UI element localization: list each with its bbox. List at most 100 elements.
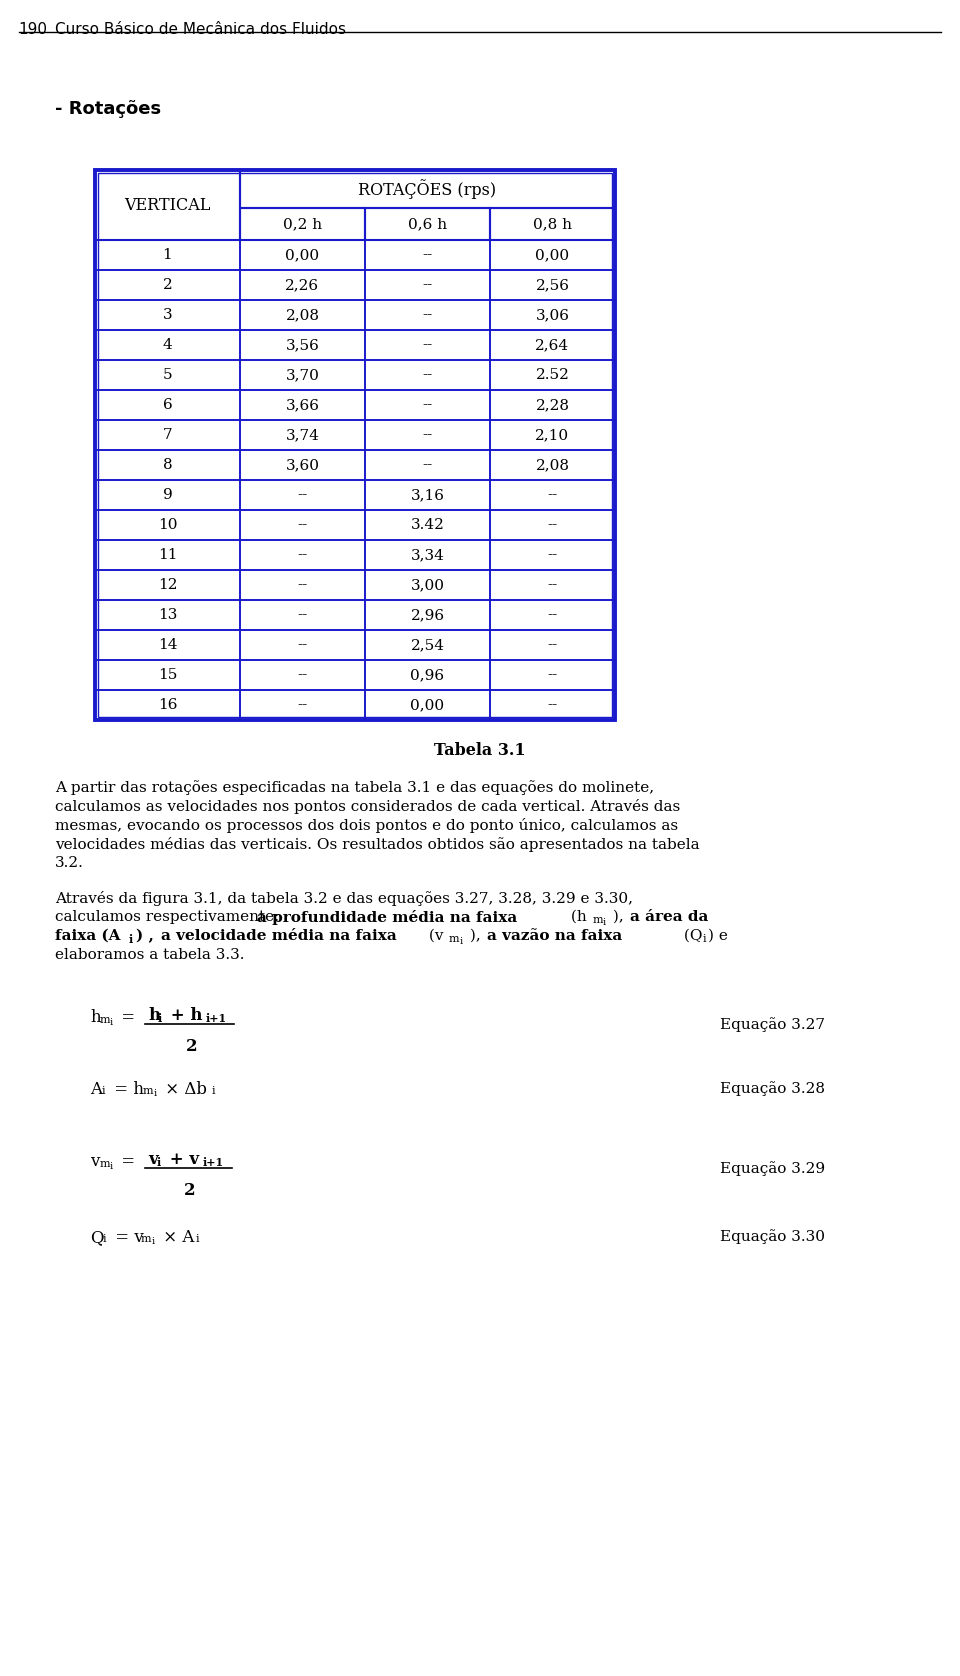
Bar (95, 570, 240, 600)
Text: i: i (102, 1086, 106, 1096)
Text: a área da: a área da (630, 910, 708, 923)
Bar (490, 691, 615, 721)
Bar (240, 600, 365, 630)
Text: a velocidade média na faixa: a velocidade média na faixa (161, 929, 396, 944)
Text: Através da figura 3.1, da tabela 3.2 e das equações 3.27, 3.28, 3.29 e 3.30,: Através da figura 3.1, da tabela 3.2 e d… (55, 892, 633, 907)
Bar (490, 270, 615, 300)
Text: 5: 5 (162, 369, 172, 382)
Bar (98, 173, 612, 717)
Text: 3,06: 3,06 (536, 308, 569, 322)
Bar (240, 479, 365, 510)
Text: i: i (196, 1234, 200, 1244)
Text: --: -- (547, 697, 558, 712)
Text: velocidades médias das verticais. Os resultados obtidos são apresentados na tabe: velocidades médias das verticais. Os res… (55, 836, 700, 851)
Text: = v: = v (110, 1229, 144, 1245)
Bar (490, 330, 615, 360)
Text: 2,26: 2,26 (285, 278, 320, 292)
Text: h: h (90, 1009, 101, 1026)
Text: - Rotações: - Rotações (55, 101, 161, 117)
Text: --: -- (422, 427, 433, 442)
Text: i: i (152, 1237, 156, 1245)
Bar (490, 630, 615, 660)
Text: i: i (158, 1012, 162, 1024)
Bar (95, 479, 240, 510)
Bar (95, 600, 240, 630)
Text: v: v (90, 1153, 100, 1170)
Bar (240, 691, 365, 721)
Text: m: m (449, 934, 460, 944)
Text: 15: 15 (157, 669, 178, 682)
Text: --: -- (547, 608, 558, 622)
Bar (240, 449, 365, 479)
Text: faixa (A: faixa (A (55, 929, 121, 944)
Bar (490, 449, 615, 479)
Text: --: -- (422, 248, 433, 261)
Bar (490, 208, 615, 240)
Text: 2.52: 2.52 (536, 369, 569, 382)
Bar (365, 479, 490, 510)
Bar (490, 540, 615, 570)
Bar (365, 600, 490, 630)
Text: --: -- (298, 548, 307, 561)
Text: --: -- (547, 669, 558, 682)
Text: i+1: i+1 (203, 1156, 224, 1168)
Text: 3.42: 3.42 (411, 518, 444, 531)
Text: 10: 10 (157, 518, 178, 531)
Text: --: -- (422, 278, 433, 292)
Bar (490, 391, 615, 421)
Text: 2,56: 2,56 (536, 278, 569, 292)
Bar (240, 630, 365, 660)
Text: Equação 3.28: Equação 3.28 (720, 1081, 825, 1096)
Text: (h: (h (566, 910, 587, 923)
Text: --: -- (298, 608, 307, 622)
Text: i: i (154, 1089, 157, 1098)
Text: 0,00: 0,00 (285, 248, 320, 261)
Bar (240, 240, 365, 270)
Text: --: -- (547, 578, 558, 592)
Text: 3,16: 3,16 (411, 488, 444, 503)
Text: --: -- (298, 697, 307, 712)
Text: m: m (593, 915, 604, 925)
Text: i: i (603, 918, 606, 927)
Text: Equação 3.29: Equação 3.29 (720, 1161, 826, 1177)
Bar (95, 630, 240, 660)
Text: elaboramos a tabela 3.3.: elaboramos a tabela 3.3. (55, 949, 245, 962)
Bar (95, 540, 240, 570)
Bar (240, 208, 365, 240)
Text: calculamos as velocidades nos pontos considerados de cada vertical. Através das: calculamos as velocidades nos pontos con… (55, 799, 681, 815)
Bar (240, 169, 615, 208)
Text: m: m (100, 1160, 110, 1168)
Text: 2,96: 2,96 (411, 608, 444, 622)
Text: i: i (212, 1086, 216, 1096)
Bar (365, 240, 490, 270)
Bar (365, 208, 490, 240)
Bar (240, 540, 365, 570)
Text: --: -- (298, 518, 307, 531)
Text: i: i (110, 1161, 113, 1172)
Text: 0,6 h: 0,6 h (408, 216, 447, 231)
Text: 2,08: 2,08 (285, 308, 320, 322)
Text: 3,66: 3,66 (285, 397, 320, 412)
Text: + h: + h (165, 1007, 203, 1024)
Text: i: i (129, 934, 133, 945)
Text: 3,70: 3,70 (285, 369, 320, 382)
Bar (490, 660, 615, 691)
Bar (240, 300, 365, 330)
Bar (365, 449, 490, 479)
Text: --: -- (547, 488, 558, 503)
Text: 13: 13 (157, 608, 178, 622)
Text: i: i (157, 1156, 161, 1168)
Bar (240, 360, 365, 391)
Bar (365, 540, 490, 570)
Text: i: i (703, 934, 707, 944)
Text: 0,96: 0,96 (411, 669, 444, 682)
Bar (490, 600, 615, 630)
Bar (365, 691, 490, 721)
Text: calculamos respectivamente:: calculamos respectivamente: (55, 910, 284, 923)
Text: 4: 4 (162, 339, 173, 352)
Bar (365, 421, 490, 449)
Bar (490, 240, 615, 270)
Bar (95, 449, 240, 479)
Text: --: -- (298, 639, 307, 652)
Bar (490, 510, 615, 540)
